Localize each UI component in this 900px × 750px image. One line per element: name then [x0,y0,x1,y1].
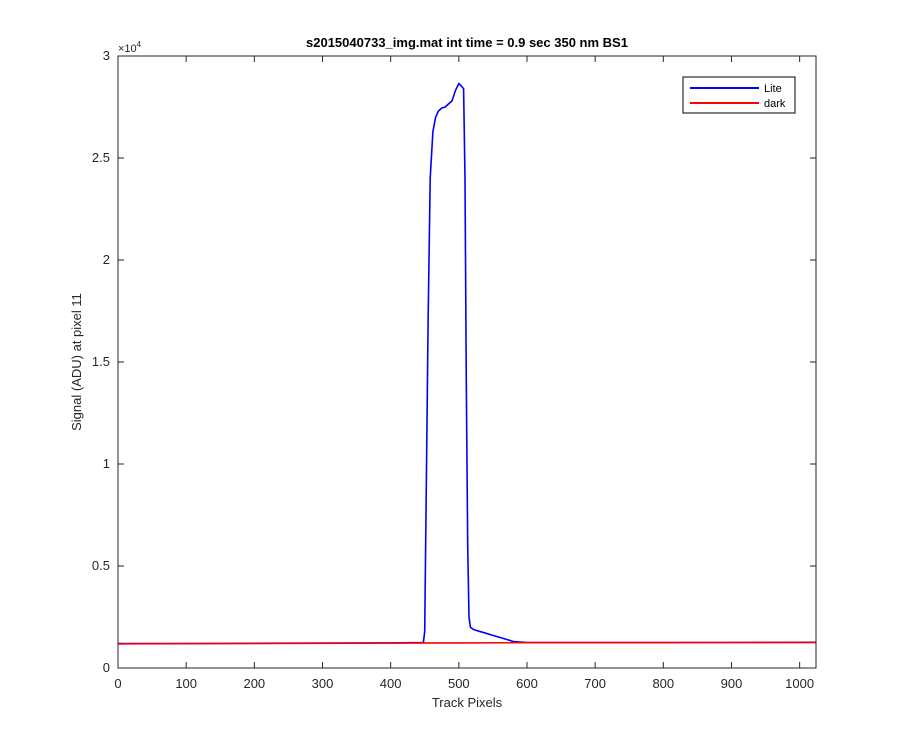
legend-label-dark: dark [764,98,786,110]
x-tick-label: 1000 [785,676,814,691]
series-line-lite [118,82,817,645]
x-tick-label: 700 [584,676,606,691]
legend: Lite dark [682,76,796,114]
x-tick-label: 800 [652,676,674,691]
x-tick-label: 100 [175,676,197,691]
x-tick-label: 500 [448,676,470,691]
series-layer [117,82,817,645]
y-axis-title: Signal (ADU) at pixel 11 [69,293,84,431]
x-tick-label: 600 [516,676,538,691]
y-tick-label: 0 [103,660,110,675]
x-axis-title: Track Pixels [432,695,503,710]
x-tick-label: 300 [312,676,334,691]
y-axis-multiplier: ×104 [118,40,142,55]
y-tick-label: 2.5 [92,150,110,165]
series-line-dark [117,641,816,645]
y-tick-label: 0.5 [92,558,110,573]
y-tick-label: 1 [103,456,110,471]
y-tick-label: 3 [103,48,110,63]
legend-box [682,76,796,114]
chart-title: s2015040733_img.mat int time = 0.9 sec 3… [306,35,628,50]
x-tick-label: 200 [243,676,265,691]
x-tick-label: 0 [114,676,121,691]
plot-area [118,56,816,668]
y-tick-label: 2 [103,252,110,267]
legend-label-lite: Lite [764,83,782,95]
x-tick-label: 400 [380,676,402,691]
ticks-layer: 0 100 200 300 400 500 600 700 800 900 1000 0 0.5 1 1.5… [92,48,816,691]
y-tick-label: 1.5 [92,354,110,369]
x-tick-label: 900 [721,676,743,691]
